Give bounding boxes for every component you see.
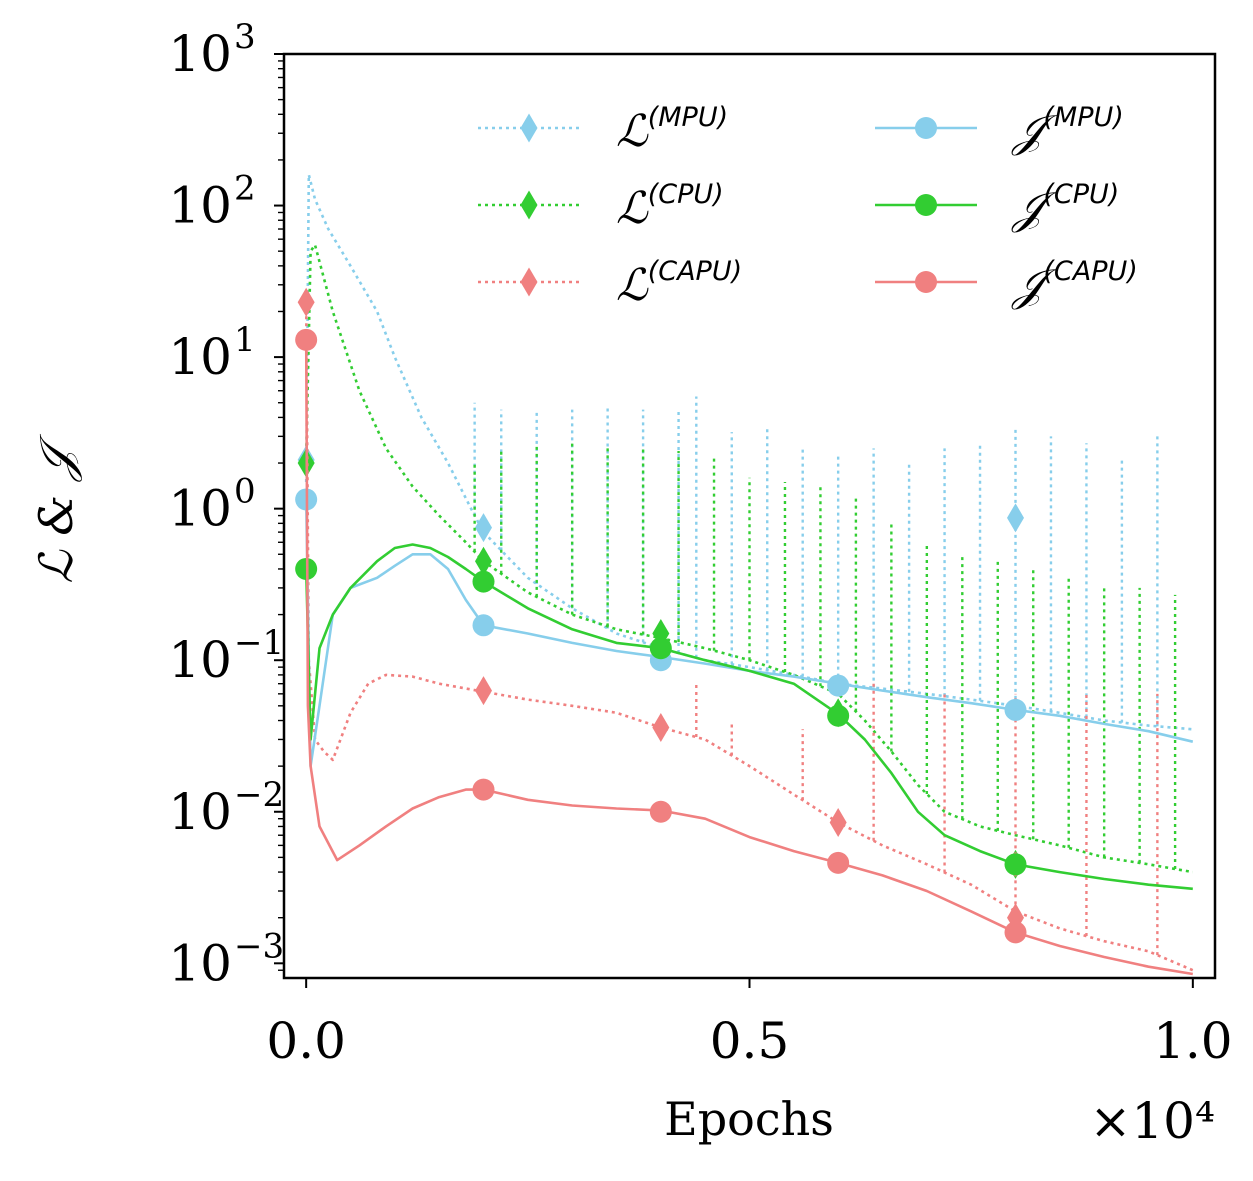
plot-layer (295, 173, 1194, 976)
y-tick-label-4: 10 (168, 328, 232, 386)
marker-objective-capu-3 (827, 851, 850, 874)
legend-entry-loss-capu: ℒ(CAPU) (478, 256, 742, 311)
marker-objective-cpu-2 (649, 637, 672, 660)
y-tick-label-0: 10 (168, 934, 232, 992)
series-line-loss-mpu (304, 173, 1193, 731)
marker-loss-capu-3 (829, 807, 847, 837)
y-axis-label: ℒ & 𝒥 (29, 433, 83, 583)
marker-objective-mpu-3 (827, 674, 850, 697)
y-tick-exponent-0: −3 (234, 926, 284, 966)
legend-label-loss-cpu: ℒ(CPU) (616, 179, 724, 234)
marker-loss-capu-1 (475, 676, 492, 706)
marker-objective-cpu-4 (1004, 853, 1027, 876)
legend-label-objective-capu: 𝒥(CAPU) (1011, 256, 1138, 311)
plot-area (295, 173, 1194, 976)
series-line-objective-capu (304, 339, 1194, 976)
series-objective-capu (295, 328, 1194, 976)
series-line-loss-cpu (304, 243, 1194, 874)
legend-entry-objective-mpu: 𝒥(MPU) (875, 102, 1124, 157)
x-tick-label-0: 0.0 (266, 1012, 346, 1070)
legend-marker-loss-mpu (520, 113, 538, 143)
legend-label-objective-mpu: 𝒥(MPU) (1011, 102, 1124, 157)
y-tick-label-6: 10 (168, 25, 232, 83)
y-tick-exponent-2: −1 (234, 623, 284, 663)
series-objective-cpu (295, 543, 1193, 891)
marker-loss-mpu-2 (1007, 503, 1024, 533)
y-tick-label-5: 10 (168, 177, 232, 235)
series-loss-mpu (297, 173, 1193, 731)
series-line-loss-capu (304, 302, 1194, 972)
y-tick-exponent-1: −2 (234, 775, 284, 815)
y-tick-exponent-3: 0 (234, 472, 256, 512)
legend-marker-objective-capu (915, 271, 937, 293)
marker-objective-capu-1 (472, 778, 495, 801)
marker-loss-capu-2 (652, 712, 670, 742)
legend-marker-objective-cpu (915, 194, 937, 216)
marker-objective-capu-4 (1004, 921, 1027, 944)
series-line-objective-mpu (304, 499, 1194, 768)
series-loss-capu (297, 287, 1194, 972)
y-tick-label-1: 10 (168, 783, 232, 841)
marker-objective-cpu-3 (827, 704, 850, 727)
y-tick-exponent-4: 1 (234, 320, 256, 360)
y-tick-exponent-5: 2 (234, 169, 256, 209)
marker-objective-cpu-1 (472, 570, 495, 593)
legend-entry-loss-cpu: ℒ(CPU) (478, 179, 724, 234)
series-loss-cpu (297, 243, 1194, 879)
marker-objective-mpu-4 (1004, 698, 1027, 721)
x-tick-label-1: 0.5 (710, 1012, 790, 1070)
legend-label-loss-capu: ℒ(CAPU) (616, 256, 742, 311)
y-tick-label-3: 10 (168, 480, 232, 538)
legend-entry-objective-capu: 𝒥(CAPU) (875, 256, 1138, 311)
series-objective-mpu (295, 488, 1194, 768)
marker-loss-capu-0 (297, 287, 315, 317)
series-line-objective-cpu (304, 543, 1193, 891)
legend-entry-objective-cpu: 𝒥(CPU) (875, 179, 1119, 234)
legend-marker-loss-capu (520, 267, 538, 297)
legend-marker-objective-mpu (915, 117, 937, 139)
y-tick-label-2: 10 (168, 631, 232, 689)
marker-loss-mpu-1 (475, 513, 492, 543)
marker-objective-mpu-1 (472, 614, 495, 637)
legend-entry-loss-mpu: ℒ(MPU) (478, 102, 728, 157)
x-axis-label: Epochs (664, 1092, 834, 1146)
x-axis-multiplier: ×10⁴ (1089, 1092, 1215, 1150)
legend-marker-loss-cpu (520, 190, 538, 220)
legend-label-loss-mpu: ℒ(MPU) (616, 102, 728, 157)
marker-loss-cpu-1 (475, 546, 492, 576)
marker-objective-capu-2 (649, 800, 672, 823)
x-tick-label-2: 1.0 (1153, 1012, 1233, 1070)
y-tick-exponent-6: 3 (234, 17, 256, 57)
marker-objective-capu-0 (295, 328, 318, 351)
legend: ℒ(MPU) ℒ(CPU) ℒ(CAPU) 𝒥(MPU) 𝒥(CPU) 𝒥(CAPU) (478, 102, 1138, 311)
legend-label-objective-cpu: 𝒥(CPU) (1011, 179, 1119, 234)
